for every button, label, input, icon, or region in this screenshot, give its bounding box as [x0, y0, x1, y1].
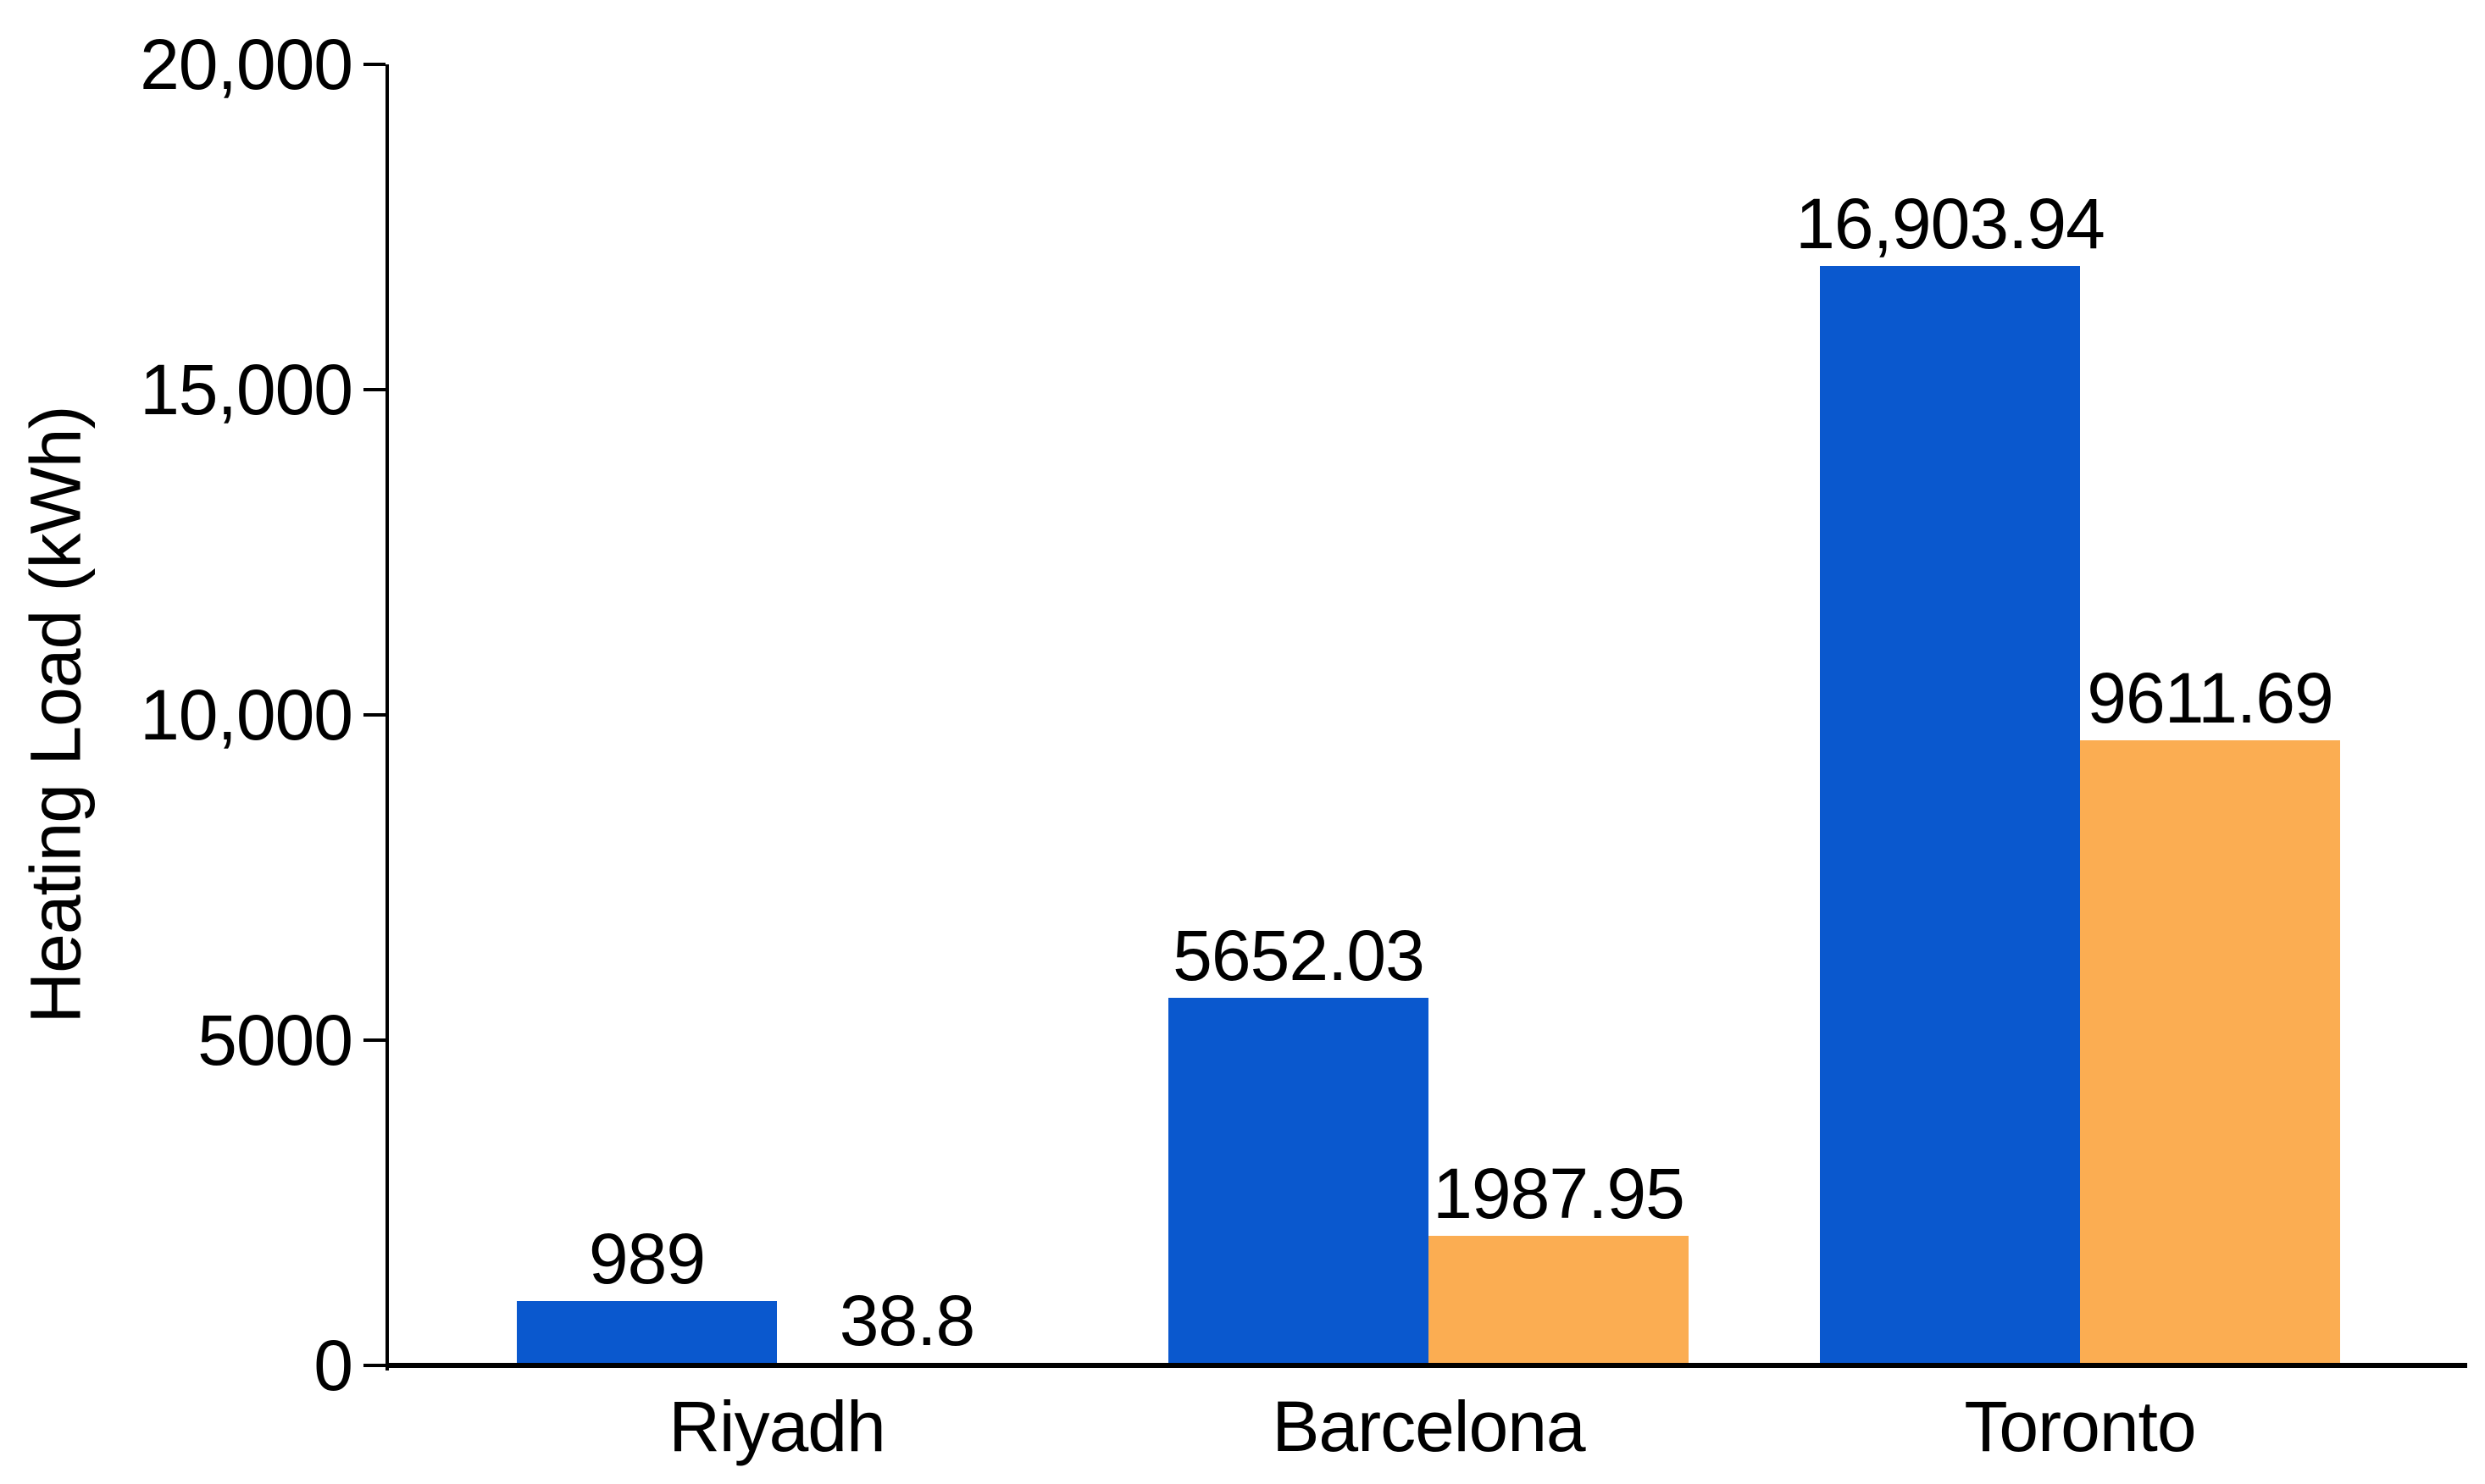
bar-barcelona-blue — [1168, 998, 1428, 1365]
y-tick — [363, 1038, 386, 1042]
bar-value-label-barcelona-orange: 1987.95 — [1433, 1154, 1685, 1233]
y-tick-label: 20,000 — [140, 25, 353, 104]
bar-value-label-toronto-orange: 9611.69 — [2087, 658, 2333, 738]
bar-value-label-riyadh-orange: 38.8 — [839, 1281, 975, 1360]
y-tick-label: 10,000 — [140, 675, 353, 755]
bar-toronto-blue — [1820, 266, 2080, 1365]
y-tick-label: 0 — [313, 1326, 353, 1405]
bar-value-label-barcelona-blue: 5652.03 — [1173, 916, 1425, 995]
y-tick — [363, 388, 386, 391]
x-axis-line — [386, 1363, 2467, 1368]
bar-value-label-toronto-blue: 16,903.94 — [1795, 184, 2105, 263]
y-tick-label: 5000 — [197, 1000, 353, 1080]
bar-toronto-orange — [2080, 740, 2340, 1365]
y-axis-line — [386, 64, 389, 1370]
y-tick — [363, 1364, 386, 1367]
x-axis-label-riyadh: Riyadh — [668, 1387, 885, 1466]
y-tick — [363, 63, 386, 66]
y-tick — [363, 713, 386, 717]
bar-value-label-riyadh-blue: 989 — [588, 1219, 706, 1298]
bar-riyadh-blue — [517, 1301, 777, 1365]
y-tick-label: 15,000 — [140, 350, 353, 429]
x-axis-label-toronto: Toronto — [1964, 1387, 2196, 1466]
bar-barcelona-orange — [1428, 1236, 1689, 1365]
x-axis-label-barcelona: Barcelona — [1272, 1387, 1585, 1466]
